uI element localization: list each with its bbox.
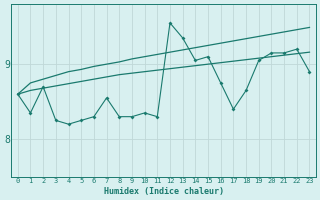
X-axis label: Humidex (Indice chaleur): Humidex (Indice chaleur) <box>104 187 224 196</box>
